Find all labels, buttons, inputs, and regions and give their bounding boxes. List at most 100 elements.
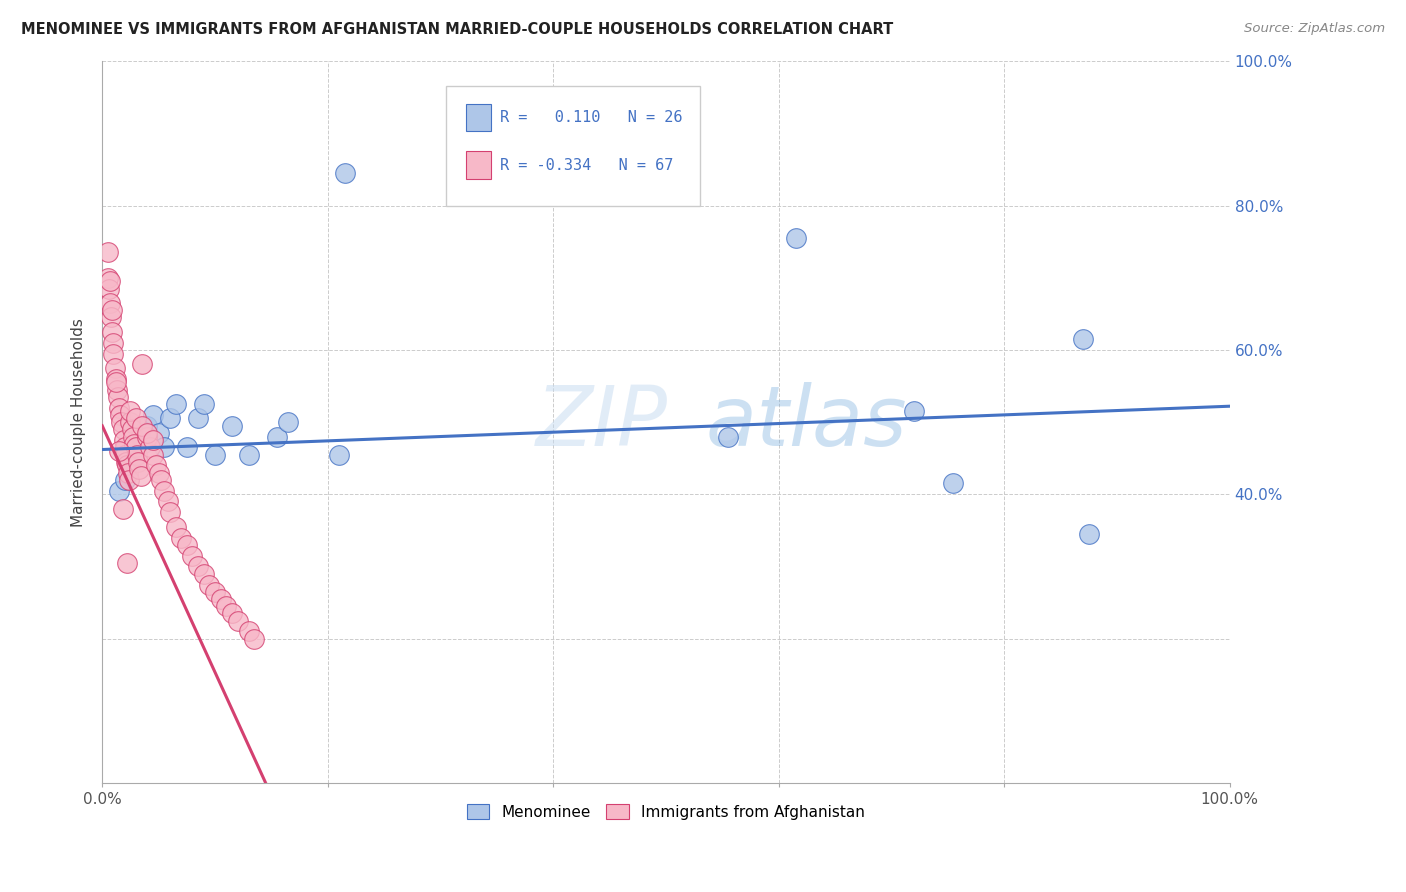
Point xyxy=(165,397,187,411)
Point xyxy=(785,231,807,245)
Point xyxy=(115,458,138,473)
Point xyxy=(226,614,249,628)
Point xyxy=(198,577,221,591)
Point xyxy=(277,415,299,429)
Point xyxy=(209,591,232,606)
Point xyxy=(108,483,131,498)
Point xyxy=(97,245,120,260)
Point xyxy=(176,538,198,552)
Point xyxy=(221,418,243,433)
Point xyxy=(115,556,138,570)
Point xyxy=(127,455,149,469)
Point xyxy=(104,376,127,390)
Point xyxy=(104,360,127,375)
Point xyxy=(128,462,150,476)
Point xyxy=(125,411,148,425)
Text: R = -0.334   N = 67: R = -0.334 N = 67 xyxy=(501,158,673,173)
Y-axis label: Married-couple Households: Married-couple Households xyxy=(72,318,86,526)
Point xyxy=(153,483,176,498)
Point xyxy=(942,476,965,491)
Point xyxy=(181,549,204,563)
Point xyxy=(238,448,260,462)
Point xyxy=(717,429,740,443)
Point xyxy=(120,458,142,473)
FancyBboxPatch shape xyxy=(467,103,491,131)
Point xyxy=(187,559,209,574)
Point xyxy=(112,433,135,447)
Text: atlas: atlas xyxy=(706,382,907,463)
Text: Source: ZipAtlas.com: Source: ZipAtlas.com xyxy=(1244,22,1385,36)
Point xyxy=(204,584,226,599)
Text: ZIP: ZIP xyxy=(536,382,668,463)
Point xyxy=(127,448,149,462)
Point xyxy=(100,310,122,325)
Point xyxy=(148,425,170,440)
Point xyxy=(136,418,159,433)
FancyBboxPatch shape xyxy=(467,152,491,178)
Text: MENOMINEE VS IMMIGRANTS FROM AFGHANISTAN MARRIED-COUPLE HOUSEHOLDS CORRELATION C: MENOMINEE VS IMMIGRANTS FROM AFGHANISTAN… xyxy=(21,22,893,37)
Point xyxy=(114,448,136,462)
Point xyxy=(204,448,226,462)
Point xyxy=(187,411,209,425)
Point xyxy=(142,448,165,462)
Point xyxy=(110,408,132,422)
Point xyxy=(108,401,131,415)
Point xyxy=(156,494,179,508)
Point xyxy=(110,415,132,429)
Point xyxy=(120,415,142,429)
Point xyxy=(145,458,167,473)
Legend: Menominee, Immigrants from Afghanistan: Menominee, Immigrants from Afghanistan xyxy=(460,797,872,826)
Point xyxy=(103,335,125,350)
Point xyxy=(142,408,165,422)
Point xyxy=(114,473,136,487)
Point xyxy=(129,469,152,483)
Point xyxy=(243,632,266,646)
Point xyxy=(153,441,176,455)
FancyBboxPatch shape xyxy=(446,87,700,205)
Point xyxy=(159,411,181,425)
Point xyxy=(101,303,124,318)
Point xyxy=(149,473,172,487)
Point xyxy=(165,520,187,534)
Point xyxy=(111,422,134,436)
Point xyxy=(111,501,134,516)
Point xyxy=(103,346,125,360)
Point xyxy=(125,441,148,455)
Point xyxy=(333,166,356,180)
Point xyxy=(136,429,159,443)
Point xyxy=(266,429,288,443)
Point xyxy=(117,466,139,480)
Point xyxy=(114,441,136,455)
Point xyxy=(193,397,215,411)
Point xyxy=(97,270,120,285)
Point xyxy=(176,441,198,455)
Point xyxy=(125,448,148,462)
Text: R =   0.110   N = 26: R = 0.110 N = 26 xyxy=(501,110,683,125)
Point xyxy=(105,383,128,397)
Point xyxy=(131,436,153,450)
Point xyxy=(159,505,181,519)
Point xyxy=(107,390,129,404)
Point xyxy=(138,441,160,455)
Point xyxy=(104,372,127,386)
Point xyxy=(98,296,121,310)
Point xyxy=(1071,332,1094,346)
Point xyxy=(98,274,121,288)
Point xyxy=(121,429,143,443)
Point xyxy=(903,404,925,418)
Point xyxy=(221,607,243,621)
Point xyxy=(118,473,141,487)
Point xyxy=(131,357,153,371)
Point xyxy=(101,325,124,339)
Point xyxy=(115,455,138,469)
Point xyxy=(98,281,121,295)
Point xyxy=(131,418,153,433)
Point xyxy=(328,448,350,462)
Point xyxy=(122,436,145,450)
Point xyxy=(238,624,260,639)
Point xyxy=(193,566,215,581)
Point xyxy=(121,422,143,436)
Point xyxy=(136,425,159,440)
Point xyxy=(108,444,131,458)
Point xyxy=(170,531,193,545)
